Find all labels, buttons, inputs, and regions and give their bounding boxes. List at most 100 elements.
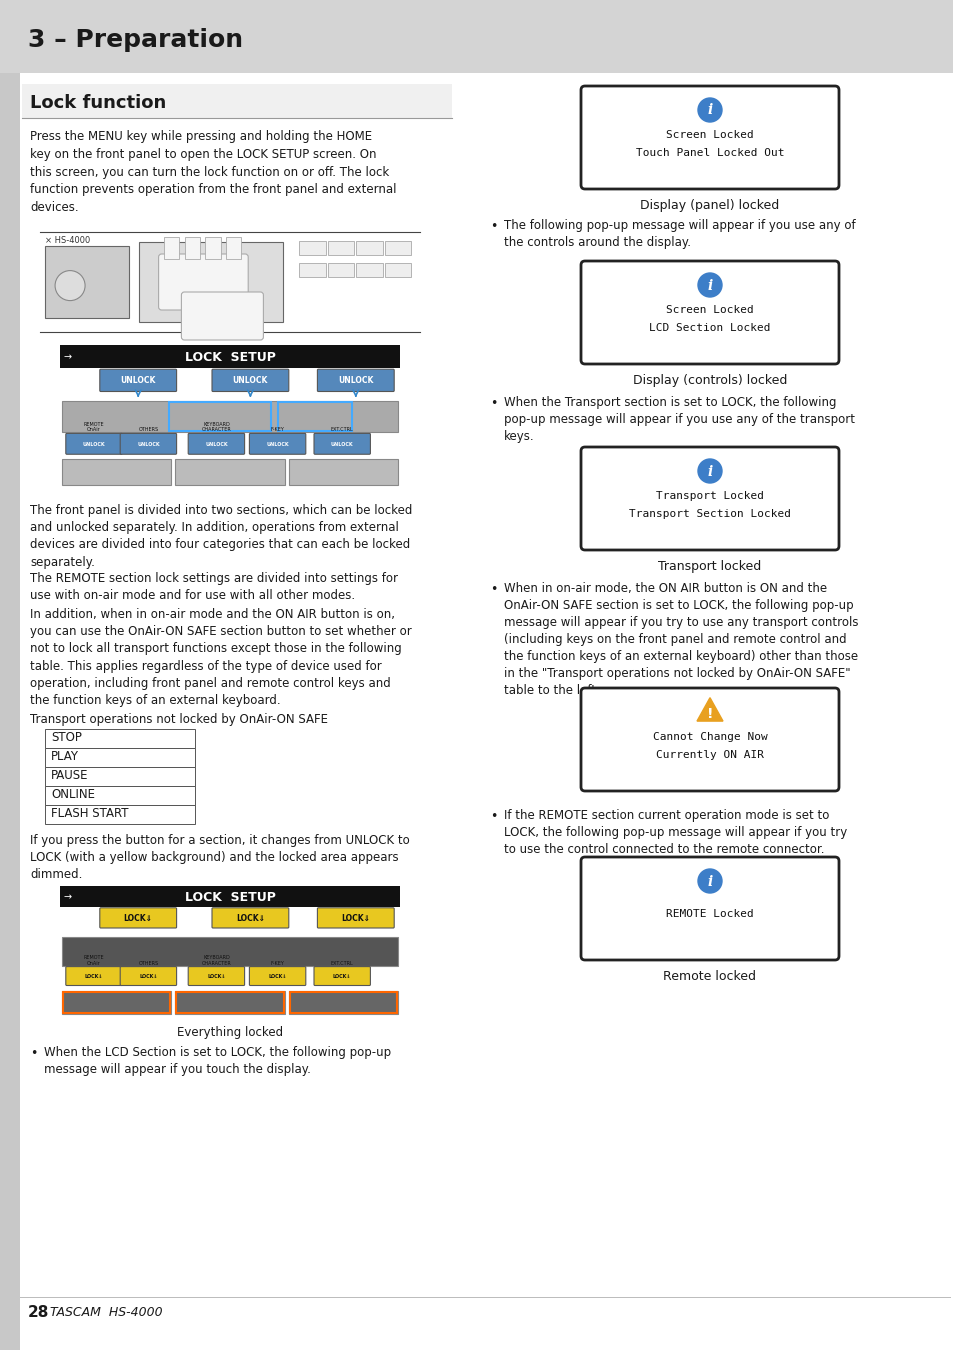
Text: !: !	[706, 707, 713, 721]
Text: i: i	[706, 875, 712, 888]
Text: LOCK  SETUP: LOCK SETUP	[184, 891, 275, 904]
Text: UNLOCK: UNLOCK	[233, 377, 268, 385]
Text: •: •	[490, 397, 497, 410]
Bar	[205, 238, 220, 259]
Text: Transport operations not locked by OnAir-ON SAFE: Transport operations not locked by OnAir…	[30, 713, 328, 726]
Bar	[328, 242, 354, 255]
Text: UNLOCK: UNLOCK	[83, 441, 105, 447]
Text: i: i	[706, 278, 712, 293]
FancyBboxPatch shape	[188, 967, 244, 985]
Bar	[384, 263, 411, 277]
Text: •: •	[30, 1048, 37, 1060]
Bar	[60, 886, 399, 907]
Text: Transport: Transport	[340, 902, 371, 907]
Bar	[299, 263, 326, 277]
Bar	[0, 0, 953, 73]
Bar	[356, 263, 382, 277]
Text: LCD Section: LCD Section	[231, 902, 269, 907]
Text: i: i	[706, 464, 712, 478]
Text: UNLOCK: UNLOCK	[137, 441, 159, 447]
FancyBboxPatch shape	[120, 433, 176, 454]
FancyBboxPatch shape	[580, 857, 838, 960]
Circle shape	[698, 99, 721, 122]
Text: OnAir-ON SAFE: OnAir-ON SAFE	[114, 363, 162, 369]
Text: F-KEY: F-KEY	[271, 961, 284, 965]
Bar	[289, 459, 397, 486]
FancyBboxPatch shape	[100, 907, 176, 927]
Text: LCD Section Locked: LCD Section Locked	[649, 323, 770, 333]
Bar	[176, 991, 283, 1012]
Bar	[356, 242, 382, 255]
Circle shape	[698, 869, 721, 892]
Text: Remote locked: Remote locked	[662, 971, 756, 983]
FancyBboxPatch shape	[66, 433, 122, 454]
Text: Currently ON AIR: Currently ON AIR	[656, 751, 763, 760]
FancyBboxPatch shape	[120, 967, 176, 985]
Text: i: i	[706, 104, 712, 117]
Text: PAUSE: PAUSE	[51, 769, 89, 782]
FancyBboxPatch shape	[158, 254, 248, 310]
Text: •: •	[490, 583, 497, 595]
Text: EXT.CTRL: EXT.CTRL	[331, 428, 354, 432]
FancyBboxPatch shape	[580, 688, 838, 791]
Bar	[289, 991, 397, 1014]
Text: The REMOTE section lock settings are divided into settings for
use with on-air m: The REMOTE section lock settings are div…	[30, 572, 397, 602]
Bar	[45, 767, 194, 786]
FancyBboxPatch shape	[100, 369, 176, 391]
FancyBboxPatch shape	[314, 433, 370, 454]
Text: STOP: STOP	[51, 730, 82, 744]
Text: KEYBOARD
CHARACTER: KEYBOARD CHARACTER	[201, 421, 231, 432]
Text: →: →	[64, 352, 72, 363]
Text: Everything locked: Everything locked	[176, 1026, 283, 1040]
Bar	[62, 459, 172, 486]
Bar	[226, 238, 241, 259]
Text: UNLOCK: UNLOCK	[266, 441, 289, 447]
Text: If you press the button for a section, it changes from UNLOCK to
LOCK (with a ye: If you press the button for a section, i…	[30, 834, 410, 882]
FancyBboxPatch shape	[249, 967, 306, 985]
Text: The front panel is divided into two sections, which can be locked
and unlocked s: The front panel is divided into two sect…	[30, 504, 412, 568]
Bar	[62, 937, 397, 965]
Circle shape	[698, 273, 721, 297]
Bar	[138, 242, 283, 323]
Text: Touch Panel Locked Out: Touch Panel Locked Out	[635, 148, 783, 158]
Bar	[45, 786, 194, 805]
Text: Display (panel) locked: Display (panel) locked	[639, 198, 779, 212]
Text: When the LCD Section is set to LOCK, the following pop-up
message will appear if: When the LCD Section is set to LOCK, the…	[44, 1046, 391, 1076]
Text: 28: 28	[28, 1305, 50, 1320]
FancyBboxPatch shape	[580, 447, 838, 549]
Text: OTHERS: OTHERS	[138, 428, 158, 432]
Text: LCD Section: LCD Section	[231, 363, 269, 369]
Text: LOCK⇓: LOCK⇓	[341, 914, 370, 923]
Bar	[290, 991, 396, 1012]
Bar	[60, 346, 399, 369]
Text: UNLOCK: UNLOCK	[331, 441, 354, 447]
Bar	[163, 238, 178, 259]
FancyBboxPatch shape	[317, 907, 394, 927]
Text: The following pop-up message will appear if you use any of
the controls around t: The following pop-up message will appear…	[503, 219, 855, 248]
Bar	[62, 401, 397, 432]
Bar	[175, 459, 284, 486]
Text: Lock function: Lock function	[30, 95, 166, 112]
FancyBboxPatch shape	[317, 369, 394, 391]
Text: FLASH START: FLASH START	[51, 807, 129, 819]
Text: LOCK⇓: LOCK⇓	[268, 975, 287, 979]
Text: × HS-4000: × HS-4000	[45, 236, 91, 244]
Circle shape	[55, 270, 85, 301]
Bar	[175, 991, 284, 1014]
Bar	[0, 73, 20, 1350]
FancyBboxPatch shape	[212, 907, 289, 927]
Text: Screen Locked: Screen Locked	[665, 305, 753, 315]
Text: LOCK⇓: LOCK⇓	[85, 975, 103, 979]
Text: •: •	[490, 220, 497, 234]
Bar	[63, 991, 171, 1012]
FancyBboxPatch shape	[580, 261, 838, 364]
Text: Cannot Change Now: Cannot Change Now	[652, 732, 766, 742]
Text: If the REMOTE section current operation mode is set to
LOCK, the following pop-u: If the REMOTE section current operation …	[503, 809, 846, 856]
Bar	[277, 401, 352, 432]
Text: LOCK  SETUP: LOCK SETUP	[184, 351, 275, 364]
Text: When in on-air mode, the ON AIR button is ON and the
OnAir-ON SAFE section is se: When in on-air mode, the ON AIR button i…	[503, 582, 858, 697]
Text: Screen Locked: Screen Locked	[665, 130, 753, 140]
Text: REMOTE
OnAir: REMOTE OnAir	[84, 954, 104, 965]
Bar	[45, 246, 129, 319]
FancyBboxPatch shape	[580, 86, 838, 189]
